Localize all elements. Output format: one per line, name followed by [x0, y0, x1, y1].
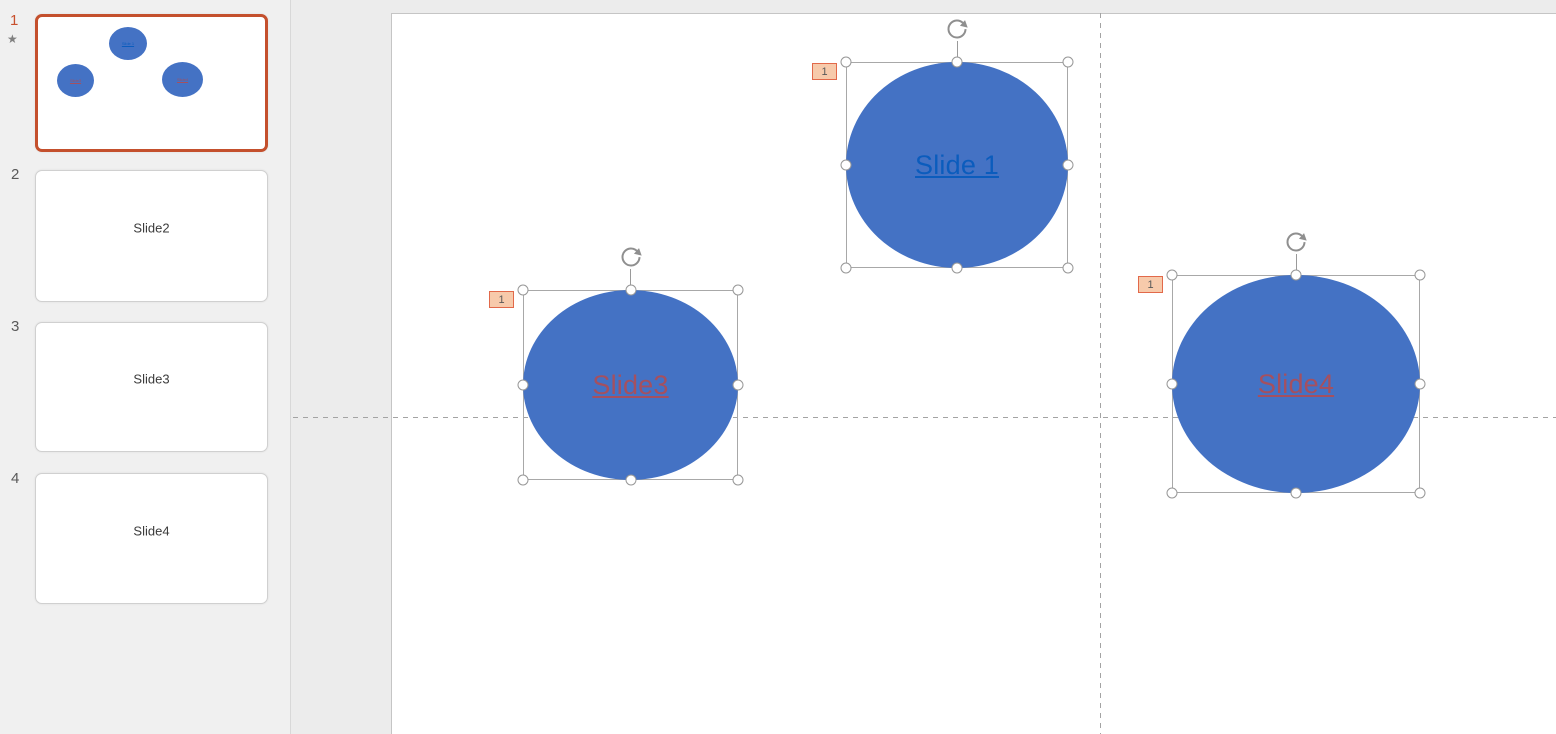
rotate-icon[interactable] — [1283, 228, 1309, 254]
vertical-center-guide[interactable] — [1100, 13, 1101, 734]
resize-handle-middle-left[interactable] — [840, 159, 852, 171]
animation-order-number: 1 — [821, 65, 828, 78]
resize-handle-top-middle[interactable] — [625, 284, 636, 296]
rotate-icon[interactable] — [944, 15, 970, 41]
slide-thumbnail-1[interactable]: Slide 1 Slide3 Slide4 — [35, 14, 268, 152]
slide-number-1: 1 — [10, 12, 19, 29]
thumbnail-ellipse-label: Slide 1 — [121, 40, 135, 46]
rotate-handle-assembly — [1283, 228, 1309, 275]
shape-slide3-group: 1 Slide3 — [489, 247, 744, 486]
rotate-stem — [630, 269, 631, 290]
thumbnail-ellipse-slide4: Slide4 — [162, 62, 203, 97]
resize-handle-top-right[interactable] — [732, 284, 744, 296]
editor-canvas-area: 1 Slide 1 — [292, 0, 1556, 734]
resize-handle-bottom-right[interactable] — [1062, 262, 1074, 274]
rotate-stem — [956, 41, 958, 62]
slide-thumbnail-pane: 1 ★ Slide 1 Slide3 Slide4 2 Slide2 3 Sli… — [0, 0, 291, 734]
ellipse-shape-slide1[interactable]: Slide 1 — [846, 62, 1068, 268]
animation-order-badge[interactable]: 1 — [489, 291, 514, 308]
rotate-handle-assembly — [618, 243, 644, 290]
animation-order-badge[interactable]: 1 — [812, 63, 837, 80]
shape-hyperlink-text[interactable]: Slide3 — [592, 369, 669, 400]
resize-handle-top-left[interactable] — [517, 284, 529, 296]
slide-thumbnail-2[interactable]: Slide2 — [35, 170, 268, 302]
resize-handle-middle-right[interactable] — [732, 379, 744, 391]
slide-thumbnail-4[interactable]: Slide4 — [35, 473, 268, 604]
rotate-stem — [1295, 254, 1297, 275]
animation-star-icon[interactable]: ★ — [7, 32, 18, 46]
thumbnail-title: Slide4 — [133, 523, 170, 539]
shape-hyperlink-text[interactable]: Slide 1 — [915, 149, 999, 180]
animation-order-badge[interactable]: 1 — [1138, 276, 1163, 293]
resize-handle-top-middle[interactable] — [1290, 269, 1302, 281]
horizontal-center-guide[interactable] — [293, 417, 1556, 418]
resize-handle-bottom-left[interactable] — [517, 474, 529, 486]
resize-handle-bottom-right[interactable] — [732, 474, 744, 486]
rotate-icon[interactable] — [618, 243, 644, 269]
slide-number-2: 2 — [11, 166, 20, 183]
resize-handle-bottom-middle[interactable] — [951, 262, 963, 274]
thumbnail-ellipse-slide1: Slide 1 — [109, 27, 147, 60]
rotate-handle-assembly — [944, 15, 970, 62]
resize-handle-top-middle[interactable] — [951, 56, 963, 68]
slide-number-4: 4 — [11, 470, 20, 487]
animation-order-number: 1 — [498, 293, 505, 306]
slide-thumbnail-3[interactable]: Slide3 — [35, 322, 268, 452]
thumbnail-ellipse-slide3: Slide3 — [57, 64, 94, 97]
shape-slide1-group: 1 Slide 1 — [812, 19, 1074, 274]
resize-handle-top-left[interactable] — [840, 56, 852, 68]
resize-handle-middle-left[interactable] — [517, 379, 529, 391]
resize-handle-bottom-middle[interactable] — [1290, 487, 1302, 499]
slide-number-3: 3 — [11, 318, 20, 335]
thumbnail-ellipse-label: Slide4 — [176, 76, 189, 82]
resize-handle-bottom-middle[interactable] — [625, 474, 636, 486]
shape-hyperlink-text[interactable]: Slide4 — [1257, 368, 1335, 399]
thumbnail-title: Slide3 — [133, 371, 170, 387]
shape-slide4-group: 1 Slide4 — [1138, 232, 1426, 499]
resize-handle-top-right[interactable] — [1062, 56, 1074, 68]
ellipse-shape-slide4[interactable]: Slide4 — [1172, 275, 1420, 493]
resize-handle-bottom-left[interactable] — [1166, 487, 1178, 499]
resize-handle-bottom-right[interactable] — [1414, 487, 1426, 499]
ellipse-shape-slide3[interactable]: Slide3 — [523, 290, 738, 480]
resize-handle-bottom-left[interactable] — [840, 262, 852, 274]
resize-handle-middle-right[interactable] — [1062, 159, 1074, 171]
resize-handle-top-left[interactable] — [1166, 269, 1178, 281]
resize-handle-middle-right[interactable] — [1414, 378, 1426, 390]
animation-order-number: 1 — [1147, 278, 1154, 291]
resize-handle-middle-left[interactable] — [1166, 378, 1178, 390]
thumbnail-title: Slide2 — [133, 220, 170, 236]
thumbnail-ellipse-label: Slide3 — [69, 77, 82, 83]
resize-handle-top-right[interactable] — [1414, 269, 1426, 281]
